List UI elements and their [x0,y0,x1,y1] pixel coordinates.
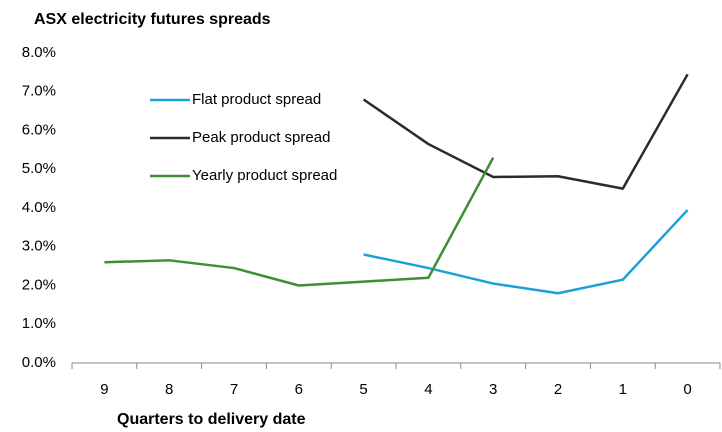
x-tick-label: 0 [683,381,691,398]
series-line [362,73,689,190]
legend-label: Yearly product spread [192,167,337,184]
series-line [363,209,689,295]
legend-label: Peak product spread [192,129,330,146]
x-tick-label: 9 [100,381,108,398]
y-tick-label: 2.0% [22,276,56,293]
y-tick-label: 0.0% [22,354,56,371]
x-tick-label: 1 [619,381,627,398]
y-tick-label: 8.0% [22,44,56,61]
series-line [104,157,495,287]
y-tick-label: 5.0% [22,160,56,177]
y-tick-label: 6.0% [22,121,56,138]
y-tick-label: 7.0% [22,83,56,100]
y-tick-label: 1.0% [22,315,56,332]
chart-title: ASX electricity futures spreads [34,11,271,28]
x-tick-label: 5 [359,381,367,398]
legend-label: Flat product spread [192,91,321,108]
x-tick-label: 8 [165,381,173,398]
x-tick-label: 6 [295,381,303,398]
y-tick-label: 4.0% [22,199,56,216]
x-tick-label: 4 [424,381,432,398]
x-tick-label: 7 [230,381,238,398]
x-tick-label: 2 [554,381,562,398]
x-tick-label: 3 [489,381,497,398]
x-axis-label: Quarters to delivery date [117,411,306,428]
y-tick-label: 3.0% [22,238,56,255]
